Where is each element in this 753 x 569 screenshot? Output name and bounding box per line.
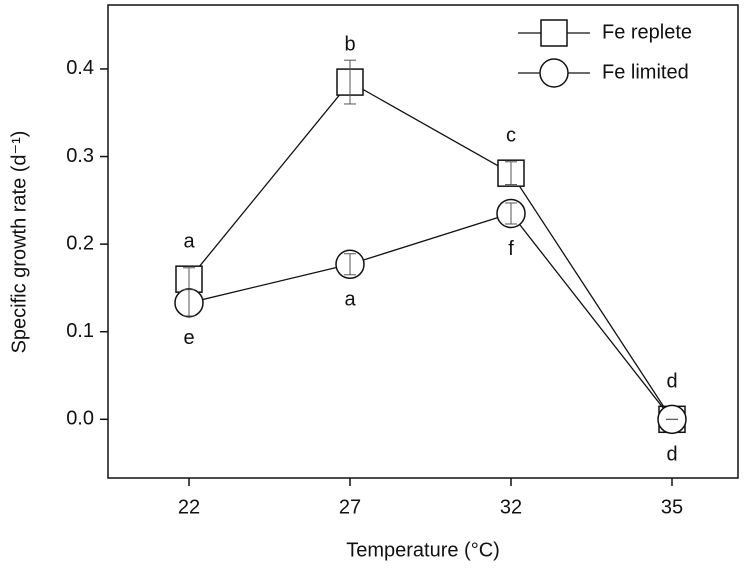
legend-label: Fe replete [602,21,692,43]
legend-label: Fe limited [602,61,689,83]
y-tick-label: 0.1 [66,320,94,342]
significance-letter: b [344,33,355,55]
significance-letter: a [183,230,195,252]
plot-frame [107,4,739,479]
legend-marker [540,19,568,47]
x-tick-label: 22 [178,496,200,518]
x-axis-title: Temperature (°C) [346,539,500,561]
x-tick-label: 32 [500,496,522,518]
y-tick-label: 0.3 [66,145,94,167]
error-bar [505,202,517,225]
error-bar [183,289,195,317]
x-tick-label: 35 [661,496,683,518]
significance-letter: e [183,327,194,349]
y-tick-label: 0.2 [66,232,94,254]
significance-letter: c [506,124,516,146]
y-tick-label: 0.0 [66,408,94,430]
significance-letter: a [344,289,356,311]
series-line [188,81,673,420]
error-bar [505,161,517,186]
error-bar [344,59,356,105]
error-bar [344,253,356,276]
legend-marker [539,58,569,88]
significance-letter: d [666,444,677,466]
x-tick-label: 27 [339,496,361,518]
series-line [188,212,673,420]
significance-letter: f [508,238,514,260]
y-tick-label: 0.4 [66,57,94,79]
significance-letter: d [666,371,677,393]
y-axis-title: Specific growth rate (d⁻¹) [8,131,30,354]
